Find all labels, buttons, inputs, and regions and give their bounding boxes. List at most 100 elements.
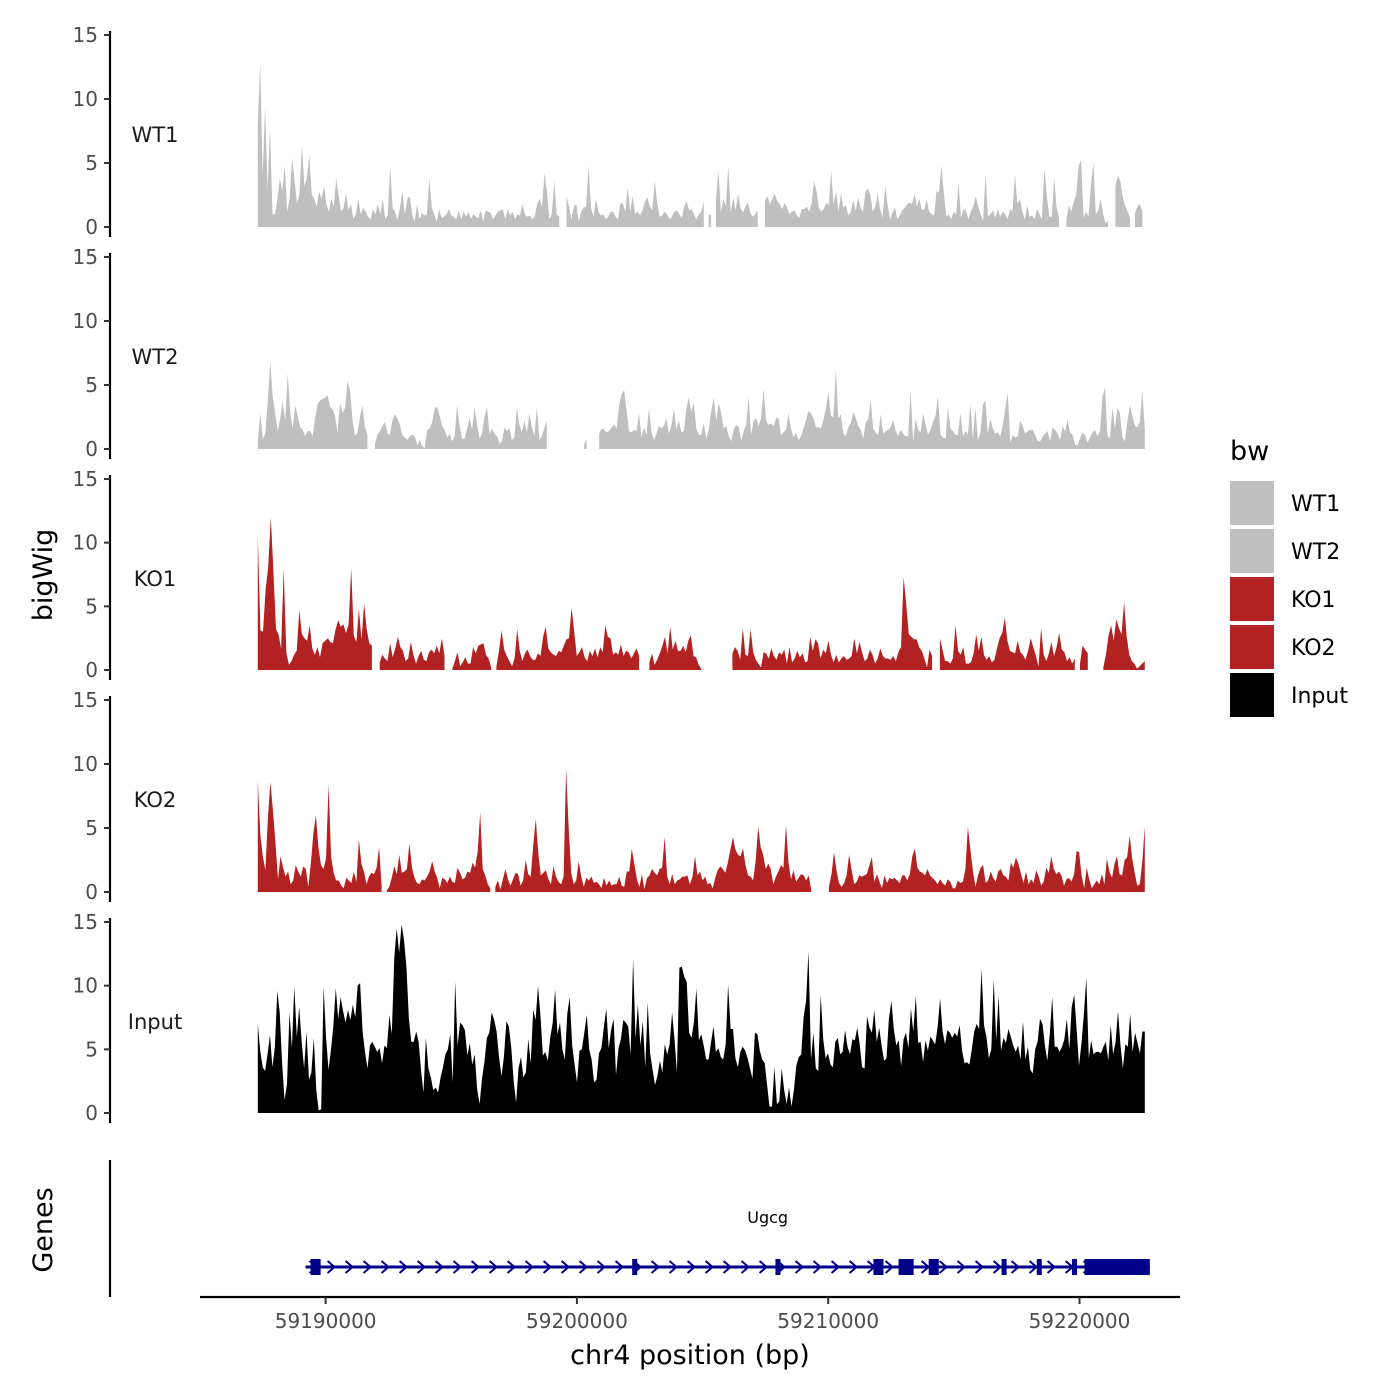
strand-arrow xyxy=(596,1260,607,1274)
strand-arrow xyxy=(560,1260,571,1274)
track-input: 0 5 10 15 Input xyxy=(73,910,1145,1125)
track-wt2: 0 5 10 15 WT2 xyxy=(73,245,1145,461)
genes-panel: Ugcg xyxy=(108,1160,1150,1297)
y-tick-label: 5 xyxy=(85,151,98,175)
strand-arrow xyxy=(704,1260,715,1274)
y-tick-label: 0 xyxy=(85,658,98,682)
strand-arrow xyxy=(794,1260,805,1274)
y-tick-label: 5 xyxy=(85,816,98,840)
strand-arrow xyxy=(398,1260,409,1274)
strand-arrow xyxy=(344,1260,355,1274)
y-tick-label: 15 xyxy=(73,688,98,712)
y-tick-label: 15 xyxy=(73,23,98,47)
signal-area-wt1 xyxy=(257,63,1143,228)
legend-label-input: Input xyxy=(1291,684,1348,709)
strand-arrow xyxy=(650,1260,661,1274)
legend-label-wt2: WT2 xyxy=(1291,540,1340,565)
legend-swatch-ko2 xyxy=(1230,625,1274,669)
strand-arrow xyxy=(362,1260,373,1274)
y-tick-label: 0 xyxy=(85,215,98,239)
gene-exon xyxy=(898,1259,914,1275)
strand-arrow xyxy=(920,1260,931,1274)
legend-label-ko2: KO2 xyxy=(1291,636,1336,661)
legend-swatch-ko1 xyxy=(1230,577,1274,621)
gene-exon xyxy=(1036,1259,1042,1275)
strand-arrow xyxy=(524,1260,535,1274)
signal-area-ko1 xyxy=(257,517,1145,670)
strand-arrow xyxy=(416,1260,427,1274)
y-tick-label: 10 xyxy=(73,752,98,776)
y-tick-label: 5 xyxy=(85,1037,98,1061)
signal-tracks: 0 5 10 15 WT1 0 5 10 15 WT2 0 5 10 15 KO1 0 5 10 15 KO2 0 5 10… xyxy=(73,23,1145,1125)
gene-exon xyxy=(632,1259,638,1275)
signal-area-input xyxy=(257,924,1145,1113)
x-tick-label: 59190000 xyxy=(275,1309,377,1333)
y-tick-label: 15 xyxy=(73,910,98,934)
legend-label-wt1: WT1 xyxy=(1291,492,1340,517)
strand-arrow xyxy=(380,1260,391,1274)
signal-area-ko2 xyxy=(257,769,1145,892)
strand-arrow xyxy=(938,1260,949,1274)
strand-arrow xyxy=(974,1260,985,1274)
strand-arrow xyxy=(758,1260,769,1274)
strand-arrow xyxy=(686,1260,697,1274)
strand-arrow xyxy=(326,1260,337,1274)
track-ko2: 0 5 10 15 KO2 xyxy=(73,688,1145,904)
strand-arrow xyxy=(992,1260,1003,1274)
track-wt1: 0 5 10 15 WT1 xyxy=(73,23,1143,239)
y-tick-label: 10 xyxy=(73,309,98,333)
track-label: KO2 xyxy=(134,788,177,812)
genes-axis-title: Genes xyxy=(28,1187,59,1272)
x-tick-label: 59200000 xyxy=(526,1309,628,1333)
x-axis: 59190000 59200000 59210000 59220000 xyxy=(200,1295,1180,1333)
legend: bw WT1 WT2 KO1 KO2 Input xyxy=(1230,436,1348,717)
y-tick-label: 15 xyxy=(73,245,98,269)
gene-exon xyxy=(873,1259,884,1275)
strand-arrow xyxy=(668,1260,679,1274)
x-axis-title: chr4 position (bp) xyxy=(570,1340,810,1371)
gene-exon xyxy=(1001,1259,1007,1275)
legend-swatch-wt2 xyxy=(1230,529,1274,573)
strand-arrow xyxy=(956,1260,967,1274)
gene-exon xyxy=(1084,1259,1150,1275)
strand-arrow xyxy=(848,1260,859,1274)
y-tick-label: 15 xyxy=(73,467,98,491)
strand-arrow xyxy=(812,1260,823,1274)
gene-name-label: Ugcg xyxy=(747,1208,788,1227)
strand-arrow xyxy=(1028,1260,1039,1274)
y-tick-label: 10 xyxy=(73,974,98,998)
strand-arrow xyxy=(578,1260,589,1274)
track-label: KO1 xyxy=(134,567,177,591)
legend-swatch-input xyxy=(1230,673,1274,717)
strand-arrow xyxy=(614,1260,625,1274)
strand-arrow xyxy=(542,1260,553,1274)
gene-exon xyxy=(928,1259,939,1275)
track-label: WT1 xyxy=(132,123,179,147)
strand-arrow xyxy=(452,1260,463,1274)
y-axis-title: bigWig xyxy=(28,529,59,622)
legend-swatch-wt1 xyxy=(1230,481,1274,525)
y-tick-label: 0 xyxy=(85,437,98,461)
strand-arrow xyxy=(1046,1260,1057,1274)
gene-exon xyxy=(775,1259,781,1275)
strand-arrow xyxy=(722,1260,733,1274)
strand-arrow xyxy=(470,1260,481,1274)
y-tick-label: 10 xyxy=(73,87,98,111)
strand-arrow xyxy=(506,1260,517,1274)
y-tick-label: 10 xyxy=(73,531,98,555)
signal-area-wt2 xyxy=(257,362,1145,449)
strand-arrow xyxy=(830,1260,841,1274)
track-label: Input xyxy=(128,1010,182,1034)
strand-arrow xyxy=(884,1260,895,1274)
legend-label-ko1: KO1 xyxy=(1291,588,1336,613)
strand-arrow xyxy=(434,1260,445,1274)
strand-arrow xyxy=(740,1260,751,1274)
gene-exon xyxy=(1071,1259,1077,1275)
gene-exon xyxy=(310,1259,321,1275)
y-tick-label: 5 xyxy=(85,594,98,618)
y-tick-label: 5 xyxy=(85,373,98,397)
y-tick-label: 0 xyxy=(85,880,98,904)
x-tick-label: 59210000 xyxy=(777,1309,879,1333)
legend-title: bw xyxy=(1230,436,1269,467)
